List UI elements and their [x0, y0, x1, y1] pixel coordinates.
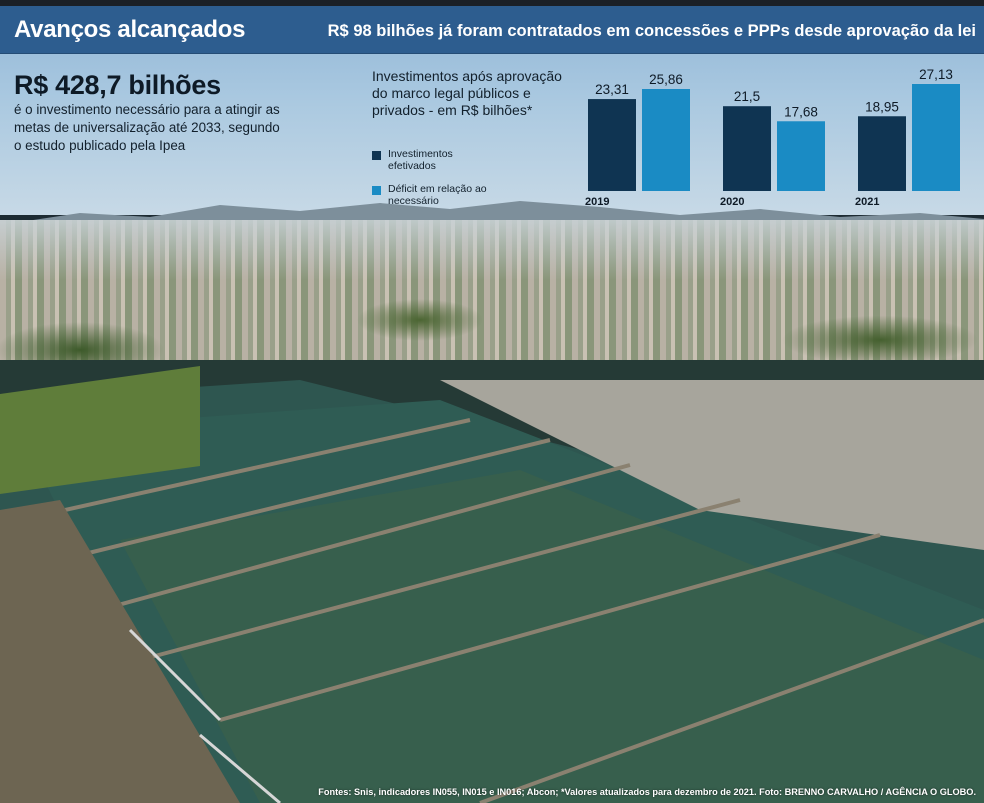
footer-source: Fontes: Snis, indicadores IN055, IN015 e…: [318, 787, 976, 797]
legend-item-deficit: Déficit em relação ao necessário: [372, 183, 502, 207]
chart-plot-area: [580, 62, 970, 212]
bar-investimentos-2019: [588, 99, 636, 191]
bar-deficit-2021: [912, 84, 960, 191]
data-label-deficit-2020: 17,68: [784, 104, 818, 119]
legend-label-deficit: Déficit em relação ao necessário: [388, 183, 487, 207]
bar-deficit-2019: [642, 89, 690, 191]
bar-investimentos-2021: [858, 116, 906, 191]
category-label-2021: 2021: [855, 196, 879, 208]
highlight-value: R$ 428,7 bilhões: [14, 70, 221, 100]
header-title: Avanços alcançados: [14, 16, 246, 43]
data-label-deficit-2019: 25,86: [649, 72, 683, 87]
legend-swatch-deficit: [372, 186, 381, 195]
bar-investimentos-2020: [723, 106, 771, 191]
header-bar: Avanços alcançados R$ 98 bilhões já fora…: [0, 6, 984, 54]
category-label-2019: 2019: [585, 196, 609, 208]
legend-swatch-investimentos: [372, 151, 381, 160]
highlight-description: é o investimento necessário para a ating…: [14, 102, 280, 153]
bar-deficit-2020: [777, 121, 825, 191]
chart-title: Investimentos após aprovação do marco le…: [372, 68, 562, 118]
data-label-investimentos-2019: 23,31: [595, 82, 629, 97]
legend-label-investimentos: Investimentos efetivados: [388, 148, 453, 172]
chart-legend: Investimentos efetivados Déficit em rela…: [372, 148, 502, 218]
category-label-2020: 2020: [720, 196, 744, 208]
bar-chart: 23,31 25,86 2019 21,5 17,68 2020 18,95 27,13 202…: [580, 62, 970, 212]
top-rule: [0, 0, 984, 6]
city-haze: [0, 220, 984, 280]
data-label-investimentos-2021: 18,95: [865, 99, 899, 114]
data-label-investimentos-2020: 21,5: [734, 89, 760, 104]
legend-item-investimentos: Investimentos efetivados: [372, 148, 502, 172]
data-label-deficit-2021: 27,13: [919, 67, 953, 82]
header-subtitle: R$ 98 bilhões já foram contratados em co…: [327, 22, 976, 40]
